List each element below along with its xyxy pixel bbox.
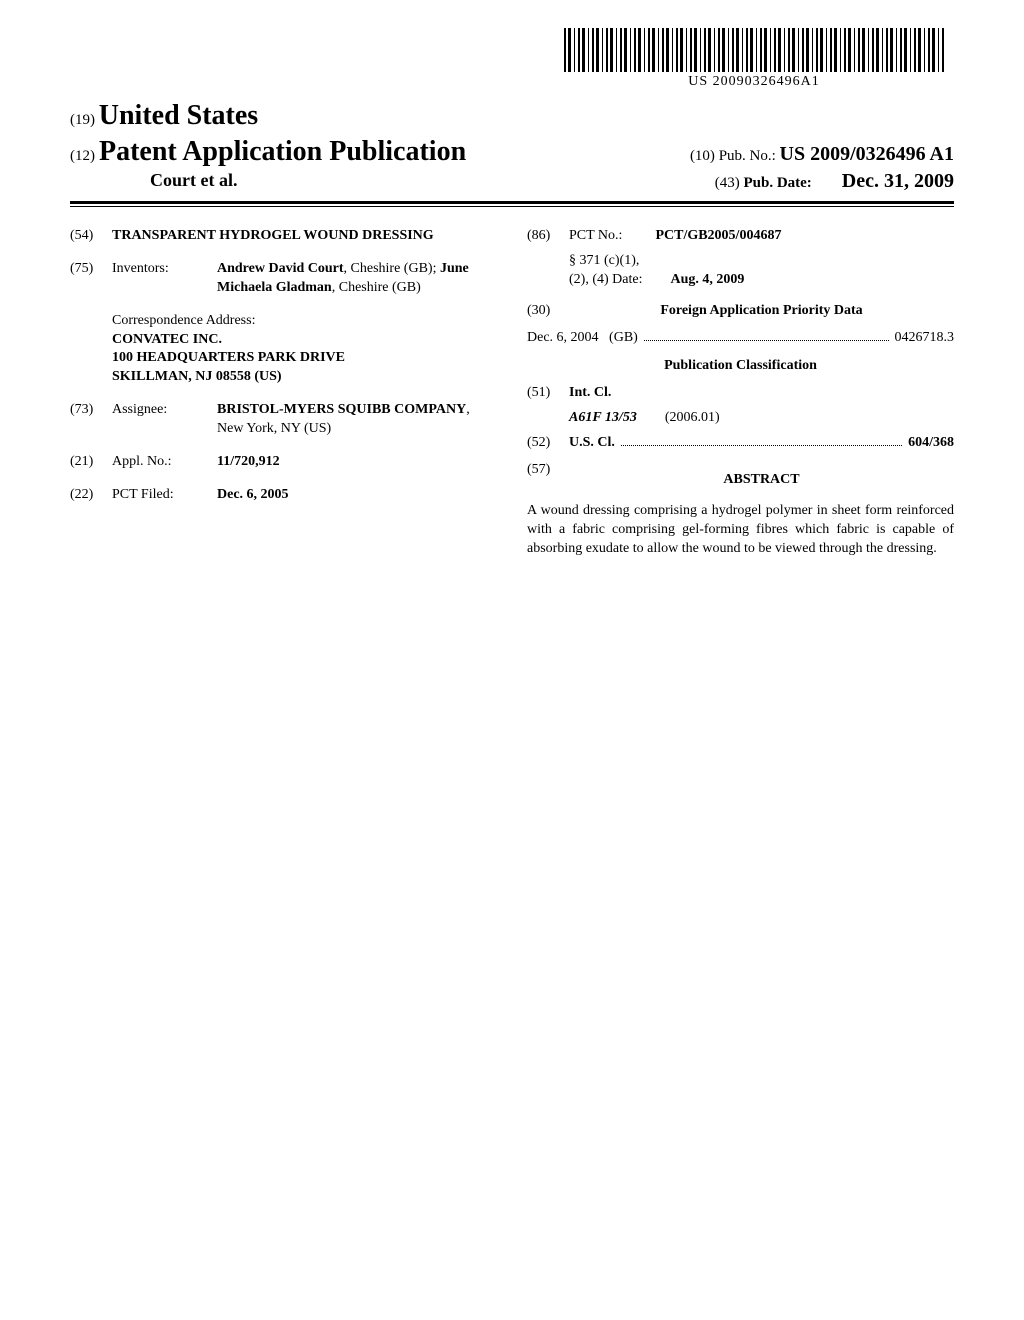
pubdate: Dec. 31, 2009: [842, 170, 954, 192]
assignee-value: BRISTOL-MYERS SQUIBB COMPANY, New York, …: [217, 401, 497, 439]
code-30: (30): [527, 302, 569, 321]
s371-date: Aug. 4, 2009: [670, 272, 744, 287]
intcl-row: A61F 13/53 (2006.01): [569, 409, 954, 428]
inventors-label: Inventors:: [112, 260, 217, 298]
abstract-header-line: (57) ABSTRACT: [527, 461, 954, 496]
code-73: (73): [70, 401, 112, 439]
rule-thick: [70, 201, 954, 204]
inventors-value: Andrew David Court, Cheshire (GB); June …: [217, 260, 497, 298]
author-line: Court et al. (43) Pub. Date: Dec. 31, 20…: [70, 170, 954, 193]
priority-country: (GB): [609, 329, 638, 348]
pctno-line: (86) PCT No.: PCT/GB2005/004687: [527, 227, 954, 246]
code-75: (75): [70, 260, 112, 298]
code-43: (43): [715, 175, 740, 191]
assignee-name: BRISTOL-MYERS SQUIBB COMPANY: [217, 402, 466, 417]
pctfiled-field: (22) PCT Filed: Dec. 6, 2005: [70, 486, 497, 505]
pctfiled: Dec. 6, 2005: [217, 487, 289, 502]
abstract-body: A wound dressing comprising a hydrogel p…: [527, 502, 954, 559]
applno: 11/720,912: [217, 454, 280, 469]
pub-right: (10) Pub. No.: US 2009/0326496 A1: [690, 143, 954, 166]
correspondence-line-2: 100 HEADQUARTERS PARK DRIVE: [112, 350, 345, 365]
rule-thin: [70, 206, 954, 207]
code-21: (21): [70, 453, 112, 472]
code-86: (86): [527, 227, 569, 246]
pctfiled-label: PCT Filed:: [112, 486, 217, 505]
inventor-2-loc: , Cheshire (GB): [332, 280, 421, 295]
correspondence-block: Correspondence Address: CONVATEC INC. 10…: [112, 312, 497, 388]
code-19: (19): [70, 112, 95, 128]
foreign-label: Foreign Application Priority Data: [660, 303, 862, 318]
barcode-text: US 20090326496A1: [564, 74, 944, 90]
pubno: US 2009/0326496 A1: [780, 143, 954, 165]
s371-block: § 371 (c)(1), (2), (4) Date: Aug. 4, 200…: [569, 252, 954, 290]
title-field: (54) TRANSPARENT HYDROGEL WOUND DRESSING: [70, 227, 497, 246]
applno-field: (21) Appl. No.: 11/720,912: [70, 453, 497, 472]
pub-type: Patent Application Publication: [99, 136, 466, 167]
publication-line: (12) Patent Application Publication (10)…: [70, 136, 954, 168]
assignee-label: Assignee:: [112, 401, 217, 439]
correspondence-line-1: CONVATEC INC.: [112, 332, 222, 347]
dot-leader: [644, 329, 889, 341]
priority-row: Dec. 6, 2004 (GB) 0426718.3: [527, 329, 954, 348]
priority-no: 0426718.3: [895, 329, 955, 348]
s371-line-a: § 371 (c)(1),: [569, 252, 954, 271]
pubdate-block: (43) Pub. Date: Dec. 31, 2009: [715, 170, 954, 193]
code-12: (12): [70, 148, 95, 164]
intcl-label: Int. Cl.: [569, 385, 611, 400]
code-22: (22): [70, 486, 112, 505]
pubno-label: Pub. No.:: [719, 148, 776, 164]
abstract-header: ABSTRACT: [569, 471, 954, 490]
right-column: (86) PCT No.: PCT/GB2005/004687 § 371 (c…: [527, 227, 954, 559]
pubclass-header: Publication Classification: [527, 357, 954, 376]
pctno: PCT/GB2005/004687: [655, 227, 781, 246]
uscl-line: (52) U.S. Cl. 604/368: [527, 434, 954, 453]
s371-line-b-row: (2), (4) Date: Aug. 4, 2009: [569, 271, 954, 290]
code-52: (52): [527, 434, 569, 453]
foreign-header-line: (30) Foreign Application Priority Data: [527, 302, 954, 321]
columns: (54) TRANSPARENT HYDROGEL WOUND DRESSING…: [70, 227, 954, 559]
country-line: (19) United States: [70, 100, 954, 132]
invention-title: TRANSPARENT HYDROGEL WOUND DRESSING: [112, 228, 434, 243]
applno-label: Appl. No.:: [112, 453, 217, 472]
dot-leader-2: [621, 434, 902, 446]
country: United States: [99, 100, 258, 131]
code-10: (10): [690, 148, 715, 164]
s371-line-b: (2), (4) Date:: [569, 272, 642, 287]
barcode-block: US 20090326496A1: [564, 28, 944, 90]
inventor-1-name: Andrew David Court: [217, 261, 344, 276]
barcode-graphic: [564, 28, 944, 72]
authors: Court et al.: [70, 170, 237, 193]
code-51: (51): [527, 384, 569, 403]
pctno-label: PCT No.:: [569, 227, 622, 246]
code-57: (57): [527, 461, 569, 496]
inventor-1-loc: , Cheshire (GB);: [344, 261, 440, 276]
uscl-val: 604/368: [908, 434, 954, 453]
pubdate-label: Pub. Date:: [743, 175, 811, 191]
inventors-field: (75) Inventors: Andrew David Court, Ches…: [70, 260, 497, 298]
left-column: (54) TRANSPARENT HYDROGEL WOUND DRESSING…: [70, 227, 497, 559]
intcl-line: (51) Int. Cl.: [527, 384, 954, 403]
uscl-label: U.S. Cl.: [569, 434, 615, 453]
intcl-ver: (2006.01): [665, 409, 720, 428]
priority-date: Dec. 6, 2004: [527, 329, 599, 348]
correspondence-label: Correspondence Address:: [112, 312, 497, 331]
header: (19) United States (12) Patent Applicati…: [70, 100, 954, 207]
intcl-sym: A61F 13/53: [569, 410, 637, 425]
code-54: (54): [70, 227, 112, 246]
correspondence-line-3: SKILLMAN, NJ 08558 (US): [112, 369, 282, 384]
pub-left: (12) Patent Application Publication: [70, 136, 466, 168]
assignee-field: (73) Assignee: BRISTOL-MYERS SQUIBB COMP…: [70, 401, 497, 439]
